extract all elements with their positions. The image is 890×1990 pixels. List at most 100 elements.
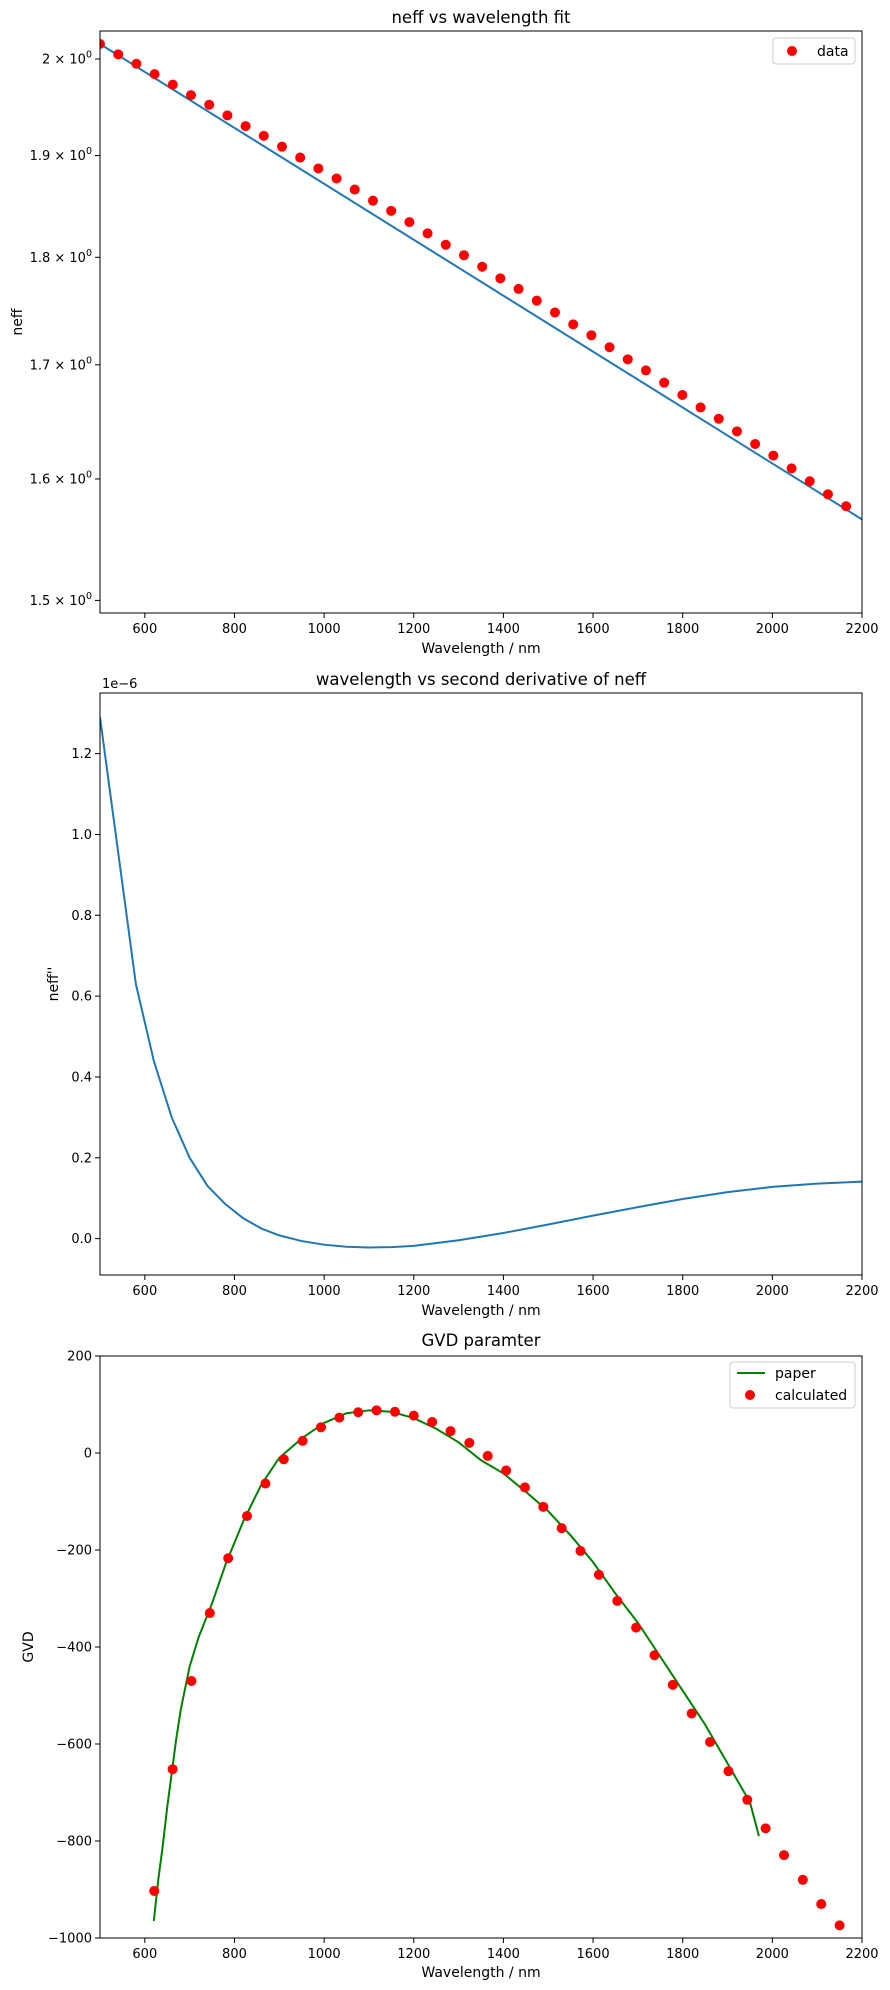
y-axis-label: neff (10, 308, 26, 335)
y-tick-label: 0.0 (71, 1232, 92, 1247)
data-point (723, 1766, 734, 1777)
data-point (742, 1794, 753, 1805)
x-tick-label: 1600 (577, 622, 610, 637)
data-point (779, 1850, 790, 1861)
y-tick-label: −600 (56, 1738, 92, 1753)
x-tick-label: 1400 (487, 622, 520, 637)
data-point (482, 1450, 493, 1461)
x-tick-label: 1600 (577, 1284, 610, 1299)
legend-marker-data (787, 46, 797, 56)
data-point (422, 228, 433, 239)
data-point (822, 489, 833, 500)
data-point (204, 99, 215, 110)
x-tick-label: 1600 (577, 1947, 610, 1962)
data-point (538, 1501, 549, 1512)
y-tick-label: 1.7 × 100 (30, 355, 92, 373)
data-point (575, 1545, 586, 1556)
data-point (797, 1874, 808, 1885)
data-point (185, 90, 196, 101)
data-point (167, 1764, 178, 1775)
x-tick-label: 1200 (397, 1947, 430, 1962)
y-axis-label: neff'' (46, 967, 62, 1002)
data-point (549, 307, 560, 318)
y-tick-label: 2 × 100 (42, 50, 92, 68)
panel-neff-fit: neff vs wavelength fit 600 800 1000 1200 140… (10, 8, 879, 657)
chart-title: GVD paramter (422, 1331, 541, 1350)
legend-label-data: data (817, 44, 849, 60)
data-point (649, 1650, 660, 1661)
data-point (408, 1410, 419, 1421)
legend-label-paper: paper (775, 1366, 816, 1382)
data-point (501, 1465, 512, 1476)
y-tick-label: −1000 (48, 1932, 92, 1947)
x-tick-label: 1200 (397, 1284, 430, 1299)
y-tick-label: −400 (56, 1641, 92, 1656)
y-tick-label: 1.6 × 100 (30, 469, 92, 487)
x-tick-label: 800 (222, 622, 247, 637)
panel-second-derivative: wavelength vs second derivative of neff … (46, 670, 879, 1319)
x-tick-label: 1800 (666, 1947, 699, 1962)
x-tick-label: 1800 (666, 622, 699, 637)
data-point (586, 330, 597, 341)
x-tick-label: 800 (222, 1947, 247, 1962)
data-point (445, 1426, 456, 1437)
x-tick-label: 2200 (845, 1284, 878, 1299)
x-tick-label: 2000 (756, 622, 789, 637)
data-point (495, 273, 506, 284)
data-point (258, 130, 269, 141)
x-tick-label: 2000 (756, 1947, 789, 1962)
data-point (278, 1454, 289, 1465)
legend-marker-calculated (745, 1390, 755, 1400)
data-point (404, 217, 415, 228)
data-point (349, 184, 360, 195)
y-axis-label: GVD (21, 1631, 37, 1662)
data-point (113, 49, 124, 60)
data-point (149, 69, 160, 80)
data-point (334, 1412, 345, 1423)
x-tick-label: 1000 (308, 1947, 341, 1962)
y-tick-label: 0.6 (71, 990, 92, 1005)
data-point (353, 1407, 364, 1418)
y-tick-label: 200 (67, 1350, 92, 1365)
data-point (768, 450, 779, 461)
data-point (622, 354, 633, 365)
x-tick-label: 1000 (308, 1284, 341, 1299)
data-point (519, 1482, 530, 1493)
data-point (371, 1405, 382, 1416)
legend-box (772, 37, 856, 65)
y-tick-label: 0.4 (71, 1070, 92, 1085)
data-point (242, 1511, 253, 1522)
y-tick-label: 1.0 (71, 828, 92, 843)
data-point (464, 1437, 475, 1448)
data-point (100, 39, 105, 50)
data-point (786, 463, 797, 474)
data-point (477, 261, 488, 272)
data-point (604, 342, 615, 353)
data-point (705, 1737, 716, 1748)
data-point (834, 1920, 845, 1931)
chart-title: neff vs wavelength fit (391, 8, 571, 27)
plot-frame (99, 1355, 863, 1939)
series-line-paper (152, 1409, 760, 1922)
data-point (240, 121, 251, 132)
panel-gvd: GVD paramter 600 800 1000 1200 1400 1600 1800 2… (21, 1331, 879, 1981)
data-point (640, 365, 651, 376)
y-tick-label: 0.8 (71, 909, 92, 924)
data-point (204, 1608, 215, 1619)
series-line-0 (100, 43, 862, 521)
x-tick-label: 1400 (487, 1284, 520, 1299)
data-point (295, 152, 306, 163)
plot-frame (99, 30, 863, 614)
data-point (223, 1553, 234, 1564)
data-point (677, 389, 688, 400)
data-point (686, 1708, 697, 1719)
data-point (695, 402, 706, 413)
data-point (131, 58, 142, 69)
x-tick-label: 1200 (397, 622, 430, 637)
y-offset-text: 1e−6 (102, 677, 137, 692)
y-tick-label: 1.8 × 100 (30, 248, 92, 266)
y-tick-label: 0 (84, 1447, 92, 1462)
data-point (149, 1885, 160, 1896)
data-point (186, 1675, 197, 1686)
x-tick-label: 1000 (308, 622, 341, 637)
